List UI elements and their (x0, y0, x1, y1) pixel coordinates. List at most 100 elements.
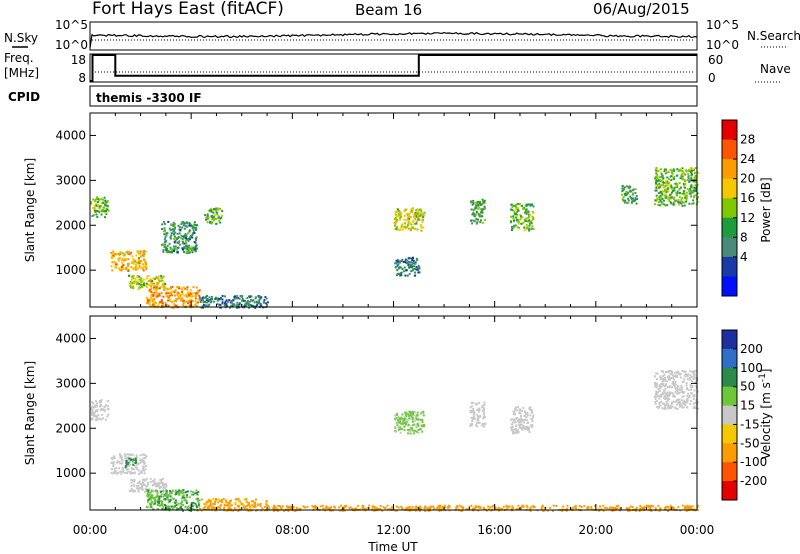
power-dots-cell (181, 226, 184, 229)
vel-dots-cell (673, 378, 676, 381)
vel-dots-cell (287, 509, 290, 512)
vel-dots-cell (90, 406, 93, 409)
power-dots-cell (516, 226, 519, 229)
vel-dots-cell (191, 504, 194, 507)
vel-dots-cell (482, 506, 485, 509)
vel-dots-cell (660, 370, 663, 373)
power-dots-cell (665, 196, 668, 199)
vel-dots-cell (102, 408, 104, 411)
vel-dots-cell (562, 505, 565, 508)
power-dots-cell (481, 215, 484, 218)
vel-dots-cell (174, 502, 177, 505)
power-dots-cell (515, 203, 518, 206)
power-dots-cell (191, 225, 194, 228)
vel-dots-cell (330, 509, 333, 512)
vel-dots-cell (99, 409, 102, 411)
power-dots-cell (192, 292, 195, 295)
power-dots-cell (661, 190, 664, 193)
vel-dots-cell (359, 508, 362, 511)
power-dots-cell (422, 216, 425, 219)
vel-dots-cell (111, 461, 114, 464)
vel-dots-cell (259, 505, 262, 507)
vel-dots-cell (443, 504, 446, 507)
power-dots-cell (214, 298, 217, 301)
vel-dots-cell (97, 414, 100, 417)
vel-dots-cell (688, 395, 691, 398)
vel-dots-cell (676, 392, 679, 395)
power-dots-cell (668, 199, 671, 202)
vel-dots-cell (696, 390, 699, 393)
power-dots-cell (172, 232, 175, 235)
power-dots-cell (132, 268, 135, 271)
power-dots-cell (145, 284, 147, 287)
power-dots-cell (417, 269, 420, 272)
vel-dots-cell (283, 509, 285, 512)
power-dots-cell (104, 212, 107, 215)
power-dots-cell (182, 304, 185, 307)
power-dots-cell (177, 295, 180, 298)
power-dots-cell (479, 208, 482, 211)
vel-dots-cell (479, 506, 482, 509)
power-dots-cell (236, 301, 239, 304)
vel-dots-cell (410, 415, 413, 418)
vel-dots-cell (521, 418, 524, 421)
vel-dots-cell (246, 508, 249, 511)
power-dots-cell (423, 211, 426, 214)
vel-dots-cell (90, 418, 93, 421)
power-dots-cell (185, 238, 188, 241)
power-dots-cell (182, 222, 185, 225)
vel-dots-cell (237, 498, 240, 500)
power-dots-cell (690, 189, 693, 192)
vel-dots-cell (421, 430, 424, 433)
vel-dots-cell (438, 508, 441, 511)
velocity-colorbar-label: Velocity [m s-1] (758, 369, 773, 460)
power-dots-cell (236, 306, 239, 309)
vel-dots-cell (609, 506, 612, 509)
power-dots-cell (214, 296, 217, 299)
vel-dots-cell (660, 395, 663, 398)
power-dots-cell (678, 201, 681, 204)
power-dots-cell (250, 295, 253, 298)
power-dots-cell (660, 173, 663, 176)
vel-dots-cell (131, 479, 134, 482)
power-dots-cell (394, 216, 397, 219)
power-dots-cell (152, 286, 155, 289)
power-dots-cell (409, 229, 412, 232)
power-dots-cell (482, 221, 485, 224)
vel-dots-cell (192, 491, 195, 494)
power-dots-cell (657, 170, 660, 173)
power-dots-cell (511, 225, 513, 228)
vel-dots-cell (501, 507, 503, 510)
vel-dots-cell (224, 499, 227, 502)
power-dots-cell (185, 237, 187, 240)
vel-dots-cell (686, 374, 688, 376)
vel-dots-cell (188, 496, 191, 499)
power-dots-cell (403, 266, 406, 269)
power-dots-cell (198, 299, 201, 302)
vel-dots-cell (658, 384, 661, 387)
power-dots-cell (205, 216, 208, 219)
power-dots-cell (136, 276, 139, 279)
power-dots-cell (665, 168, 667, 171)
vel-dots-cell (401, 413, 404, 416)
power-dots-cell (143, 251, 145, 254)
power-dots-cell (660, 184, 663, 187)
vel-dots-cell (413, 423, 416, 426)
power-dots-cell (417, 271, 420, 274)
vel-dots-cell (689, 378, 692, 381)
vel-dots-cell (396, 413, 398, 416)
vel-dots-cell (148, 488, 151, 491)
vel-dots-cell (364, 508, 367, 511)
vel-dots-cell (655, 386, 658, 388)
vel-dots-cell (407, 432, 410, 435)
vel-dots-cell (149, 498, 152, 501)
vel-dots-cell (223, 507, 226, 510)
vel-dots-cell (665, 371, 667, 373)
power-dots-cell (655, 184, 658, 187)
power-dots-cell (132, 257, 135, 260)
vel-dots-cell (196, 493, 199, 496)
power-dots-cell (160, 276, 163, 279)
power-dots-cell (530, 227, 533, 230)
power-dots-cell (394, 211, 397, 213)
vel-dots-cell (617, 504, 620, 507)
